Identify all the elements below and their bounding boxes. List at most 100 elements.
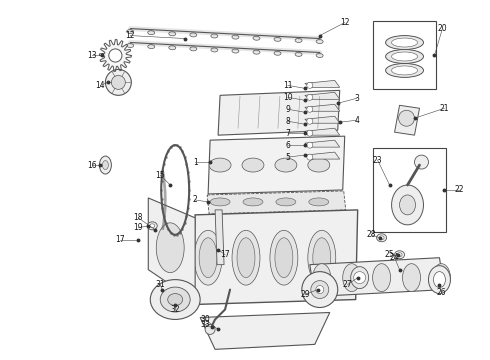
Text: 6: 6: [286, 141, 290, 150]
Circle shape: [354, 272, 366, 284]
Ellipse shape: [379, 236, 384, 240]
Text: 28: 28: [367, 230, 376, 239]
Circle shape: [307, 142, 313, 148]
Polygon shape: [148, 198, 195, 294]
Circle shape: [105, 69, 131, 95]
Circle shape: [205, 324, 215, 334]
Circle shape: [307, 82, 313, 88]
FancyBboxPatch shape: [372, 21, 437, 89]
Ellipse shape: [394, 251, 405, 259]
Polygon shape: [310, 258, 444, 297]
Ellipse shape: [209, 158, 231, 172]
Text: 23: 23: [373, 156, 382, 165]
Ellipse shape: [270, 230, 298, 285]
Ellipse shape: [316, 54, 323, 58]
Polygon shape: [99, 40, 131, 71]
Ellipse shape: [386, 50, 423, 63]
Ellipse shape: [313, 264, 331, 292]
Ellipse shape: [150, 280, 200, 319]
Ellipse shape: [169, 32, 176, 36]
Ellipse shape: [274, 37, 281, 41]
Polygon shape: [200, 312, 330, 349]
Polygon shape: [305, 128, 340, 135]
Ellipse shape: [399, 195, 416, 215]
Ellipse shape: [295, 39, 302, 42]
Ellipse shape: [295, 52, 302, 57]
Ellipse shape: [386, 36, 423, 50]
Polygon shape: [208, 136, 345, 194]
Ellipse shape: [392, 52, 417, 61]
Circle shape: [311, 280, 329, 298]
Ellipse shape: [276, 198, 296, 206]
Polygon shape: [305, 92, 340, 99]
Ellipse shape: [308, 158, 330, 172]
Polygon shape: [218, 90, 340, 135]
Text: 17: 17: [220, 250, 230, 259]
Ellipse shape: [232, 49, 239, 53]
Text: 27: 27: [343, 280, 352, 289]
Ellipse shape: [386, 63, 423, 77]
Text: 13: 13: [88, 51, 97, 60]
Ellipse shape: [156, 223, 184, 273]
Ellipse shape: [377, 234, 387, 242]
Ellipse shape: [428, 266, 450, 293]
Ellipse shape: [308, 230, 336, 285]
Text: 32: 32: [171, 305, 180, 314]
Ellipse shape: [147, 45, 155, 49]
Text: 16: 16: [88, 161, 97, 170]
Text: 21: 21: [440, 104, 449, 113]
Polygon shape: [207, 191, 346, 214]
Text: 26: 26: [437, 288, 446, 297]
Text: 15: 15: [155, 171, 165, 180]
Text: 24: 24: [390, 253, 399, 262]
Text: 2: 2: [193, 195, 197, 204]
Ellipse shape: [392, 66, 417, 75]
Text: 11: 11: [283, 81, 293, 90]
Ellipse shape: [211, 48, 218, 52]
Text: 18: 18: [134, 213, 143, 222]
Ellipse shape: [211, 34, 218, 38]
Polygon shape: [215, 210, 224, 265]
Text: 12: 12: [340, 18, 349, 27]
Ellipse shape: [343, 264, 361, 292]
Ellipse shape: [190, 33, 197, 37]
Ellipse shape: [392, 185, 423, 225]
Text: 8: 8: [286, 117, 290, 126]
Polygon shape: [305, 152, 340, 159]
Circle shape: [307, 130, 313, 136]
Ellipse shape: [127, 44, 134, 48]
Ellipse shape: [242, 158, 264, 172]
Circle shape: [415, 155, 428, 169]
Ellipse shape: [434, 272, 445, 288]
Text: 30: 30: [200, 315, 210, 324]
Ellipse shape: [147, 222, 157, 230]
Polygon shape: [305, 116, 340, 123]
Circle shape: [398, 110, 415, 126]
Ellipse shape: [403, 264, 420, 292]
Polygon shape: [305, 80, 340, 87]
Polygon shape: [394, 105, 419, 135]
Text: 29: 29: [300, 290, 310, 299]
Ellipse shape: [313, 238, 331, 278]
Circle shape: [307, 94, 313, 100]
Text: 1: 1: [193, 158, 197, 167]
Text: 25: 25: [385, 250, 394, 259]
Ellipse shape: [274, 51, 281, 55]
Ellipse shape: [316, 40, 323, 44]
Ellipse shape: [232, 230, 260, 285]
Circle shape: [307, 154, 313, 160]
Ellipse shape: [169, 46, 176, 50]
Ellipse shape: [372, 264, 391, 292]
Text: 10: 10: [283, 93, 293, 102]
Text: 12: 12: [125, 31, 135, 40]
Circle shape: [316, 285, 324, 293]
Ellipse shape: [102, 161, 108, 170]
Ellipse shape: [309, 198, 329, 206]
Ellipse shape: [194, 230, 222, 285]
Text: 31: 31: [155, 280, 165, 289]
Ellipse shape: [232, 35, 239, 39]
Ellipse shape: [168, 293, 183, 306]
Ellipse shape: [210, 198, 230, 206]
Polygon shape: [193, 210, 358, 305]
Circle shape: [302, 272, 338, 307]
